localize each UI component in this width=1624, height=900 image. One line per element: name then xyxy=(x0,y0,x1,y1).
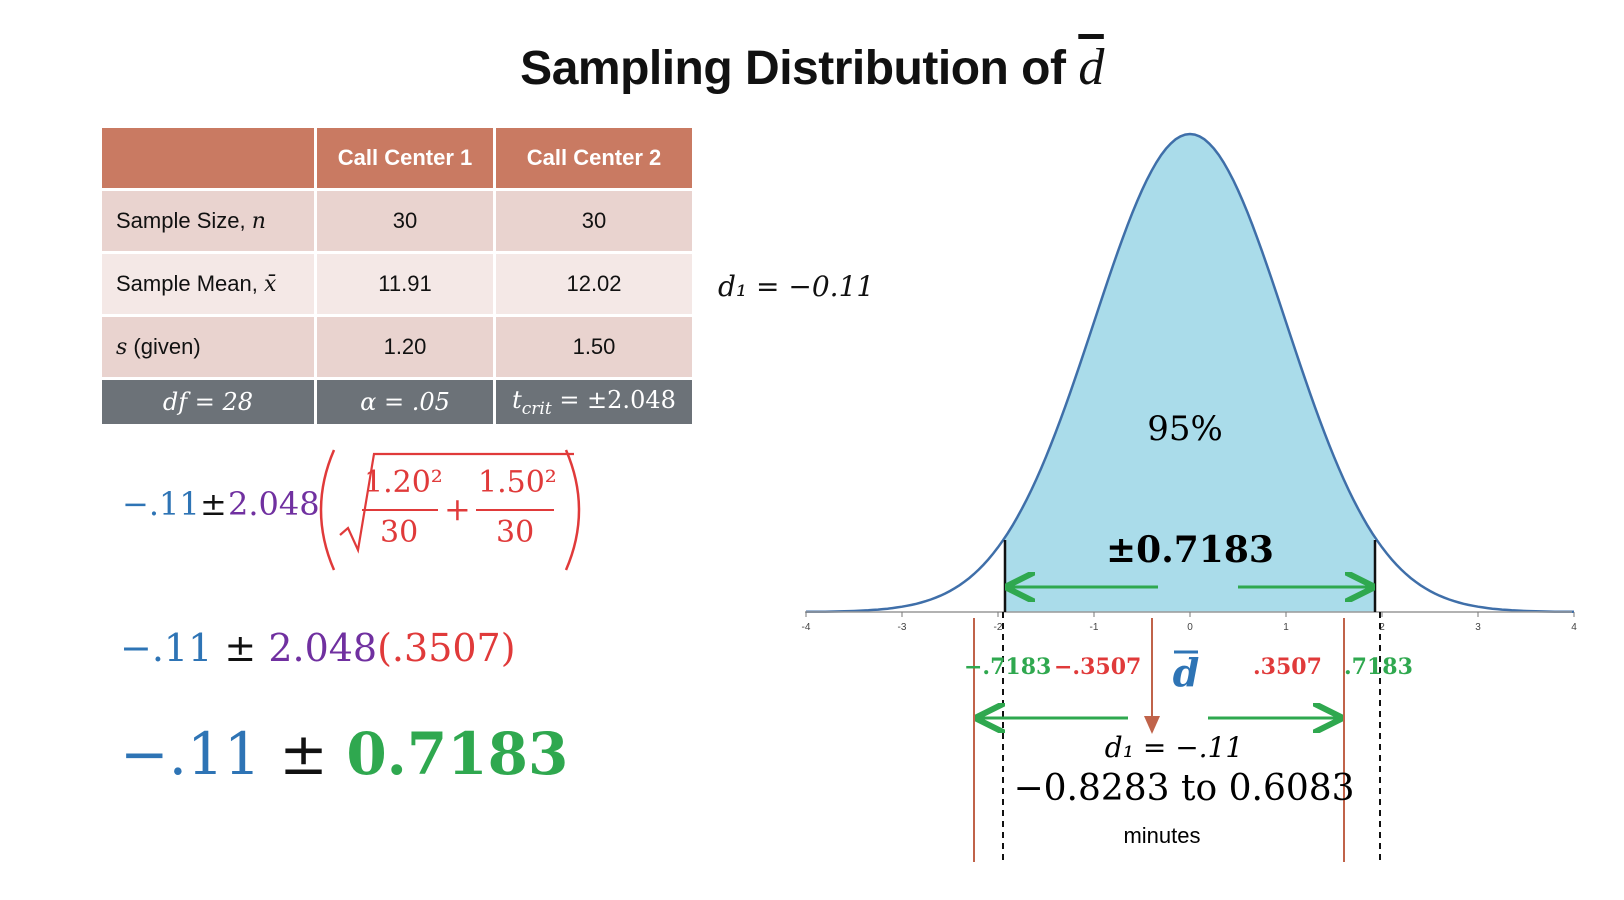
pos-se-label: .3507 xyxy=(1253,654,1322,680)
f3-pm: ± xyxy=(279,720,328,788)
axis-tick-label: 0 xyxy=(1187,622,1193,633)
formula-result: −.11 ± 0.7183 xyxy=(120,720,568,788)
neg-se-label: −.3507 xyxy=(1054,654,1141,680)
d1-bottom-label: d₁ = −.11 xyxy=(1105,731,1243,764)
footer-tcrit: tcrit = ±2.048 xyxy=(496,380,695,427)
axis-tick-label: -1 xyxy=(1090,622,1099,633)
row-label-s-given: s (given) xyxy=(102,317,317,380)
f1-mean: −.11 xyxy=(122,485,200,523)
table-header-empty xyxy=(102,128,317,191)
axis-tick-label: -2 xyxy=(994,622,1003,633)
page-title: Sampling Distribution of d xyxy=(0,38,1624,97)
f2-t: 2.048 xyxy=(268,626,378,670)
f1-num1: 1.20² xyxy=(364,465,443,500)
f2-pm: ± xyxy=(224,626,257,670)
table-cell: 11.91 xyxy=(317,254,496,317)
f1-den2: 30 xyxy=(496,515,534,550)
table-cell: 30 xyxy=(317,191,496,254)
tcrit-subscript: crit xyxy=(521,398,552,419)
interval-label: −0.8283 to 0.6083 xyxy=(1013,768,1354,809)
table-cell: 30 xyxy=(496,191,695,254)
table-header-call-center-1: Call Center 1 xyxy=(317,128,496,191)
table-header-call-center-2: Call Center 2 xyxy=(496,128,695,191)
formula-standard-error: −.11 ± 2.048 1.20² 30 + 1.50² 30 xyxy=(122,440,602,589)
axis-tick-label: 3 xyxy=(1475,622,1481,633)
row-label-text: Sample Mean, xyxy=(116,271,264,296)
f2-se: (.3507) xyxy=(377,626,516,670)
margin-label: ±0.7183 xyxy=(1106,529,1274,571)
row-label-sample-mean: Sample Mean, x̄ xyxy=(102,254,317,317)
f1-num2: 1.50² xyxy=(478,465,557,500)
formula-margin: −.11 ± 2.048(.3507) xyxy=(120,626,516,670)
table-row: Sample Mean, x̄ 11.91 12.02 xyxy=(102,254,695,317)
f1-t: 2.048 xyxy=(228,485,320,523)
table-cell: 1.50 xyxy=(496,317,695,380)
row-label-symbol: x̄ xyxy=(263,272,277,297)
f1-sqrt-sign xyxy=(339,452,574,554)
pos-moe-label: .7183 xyxy=(1344,654,1413,680)
table-cell: 12.02 xyxy=(496,254,695,317)
axis-ticks: -4 -3 -2 -1 0 1 2 3 4 xyxy=(802,612,1577,633)
shaded-95-region xyxy=(1004,134,1376,612)
footer-alpha: α = .05 xyxy=(317,380,496,427)
row-label-text: Sample Size, xyxy=(116,208,252,233)
percent-label: 95% xyxy=(1147,409,1223,449)
table-footer-row: df = 28 α = .05 tcrit = ±2.048 xyxy=(102,380,695,427)
call-center-table: Call Center 1 Call Center 2 Sample Size,… xyxy=(102,128,695,427)
f1-pm: ± xyxy=(200,485,227,523)
f1-den1: 30 xyxy=(380,515,418,550)
axis-tick-label: 1 xyxy=(1283,622,1289,633)
f1-left-paren xyxy=(319,449,336,571)
table-header-row: Call Center 1 Call Center 2 xyxy=(102,128,695,191)
neg-moe-label: −.7183 xyxy=(964,654,1051,680)
f3-moe: 0.7183 xyxy=(346,720,569,788)
table-row: Sample Size, n 30 30 xyxy=(102,191,695,254)
table-row: s (given) 1.20 1.50 xyxy=(102,317,695,380)
f1-plus: + xyxy=(444,490,471,528)
row-label-sample-size: Sample Size, n xyxy=(102,191,317,254)
f1-right-paren xyxy=(564,449,581,571)
f3-mean: −.11 xyxy=(120,720,261,788)
unit-label: minutes xyxy=(1123,823,1200,848)
axis-tick-label: 4 xyxy=(1571,622,1577,633)
d1-label: d₁ = −0.11 xyxy=(718,270,875,303)
formula-1-svg: −.11 ± 2.048 1.20² 30 + 1.50² 30 xyxy=(122,449,581,571)
row-label-symbol: n xyxy=(251,209,266,234)
tcrit-t: t xyxy=(512,385,522,414)
f2-mean: −.11 xyxy=(120,626,213,670)
tcrit-value: = ±2.048 xyxy=(551,385,676,414)
footer-df: df = 28 xyxy=(102,380,317,427)
dbar-label: d xyxy=(1173,650,1200,695)
title-dbar-symbol: d xyxy=(1078,39,1104,96)
normal-curve xyxy=(806,132,1574,614)
axis-tick-label: -3 xyxy=(898,622,907,633)
title-text: Sampling Distribution of xyxy=(520,42,1079,95)
table-cell: 1.20 xyxy=(317,317,496,380)
row-label-symbol: s xyxy=(116,335,128,360)
axis-tick-label: 2 xyxy=(1379,622,1385,633)
axis-tick-label: -4 xyxy=(802,622,811,633)
row-label-text: (given) xyxy=(127,334,201,359)
